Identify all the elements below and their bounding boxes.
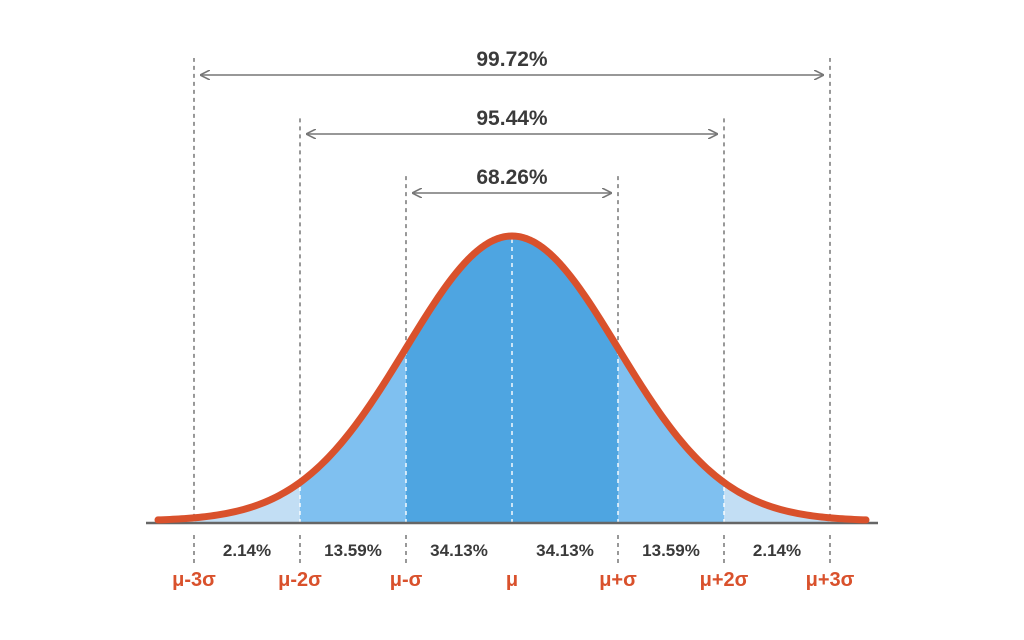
region-label-6: 2.14%	[753, 541, 801, 560]
sigma-label-2: μ-2σ	[278, 569, 322, 591]
sigma-label-4: μ	[506, 569, 518, 591]
region-fill-3	[406, 236, 512, 523]
sigma-label-7: μ+3σ	[806, 569, 855, 591]
span-label-3: 68.26%	[476, 166, 548, 189]
sigma-label-5: μ+σ	[599, 569, 637, 591]
sigma-label-6: μ+2σ	[700, 569, 749, 591]
span-arrows: 99.72% 95.44% 68.26%	[201, 48, 823, 193]
region-label-5: 13.59%	[642, 541, 700, 560]
sigma-label-1: μ-3σ	[172, 569, 216, 591]
region-label-2: 13.59%	[324, 541, 382, 560]
region-percent-labels: 2.14% 13.59% 34.13% 34.13% 13.59% 2.14%	[223, 541, 801, 560]
region-fill-4	[512, 236, 618, 523]
span-label-1: 99.72%	[476, 48, 548, 71]
region-fill-1	[194, 482, 300, 523]
region-label-4: 34.13%	[536, 541, 594, 560]
bell-curve-line	[154, 232, 870, 524]
region-fill-6	[724, 482, 830, 523]
region-label-3: 34.13%	[430, 541, 488, 560]
region-label-1: 2.14%	[223, 541, 271, 560]
sigma-label-3: μ-σ	[390, 569, 423, 591]
sigma-tick-labels: μ-3σ μ-2σ μ-σ μ μ+σ μ+2σ μ+3σ	[172, 569, 855, 591]
span-label-2: 95.44%	[476, 107, 548, 130]
